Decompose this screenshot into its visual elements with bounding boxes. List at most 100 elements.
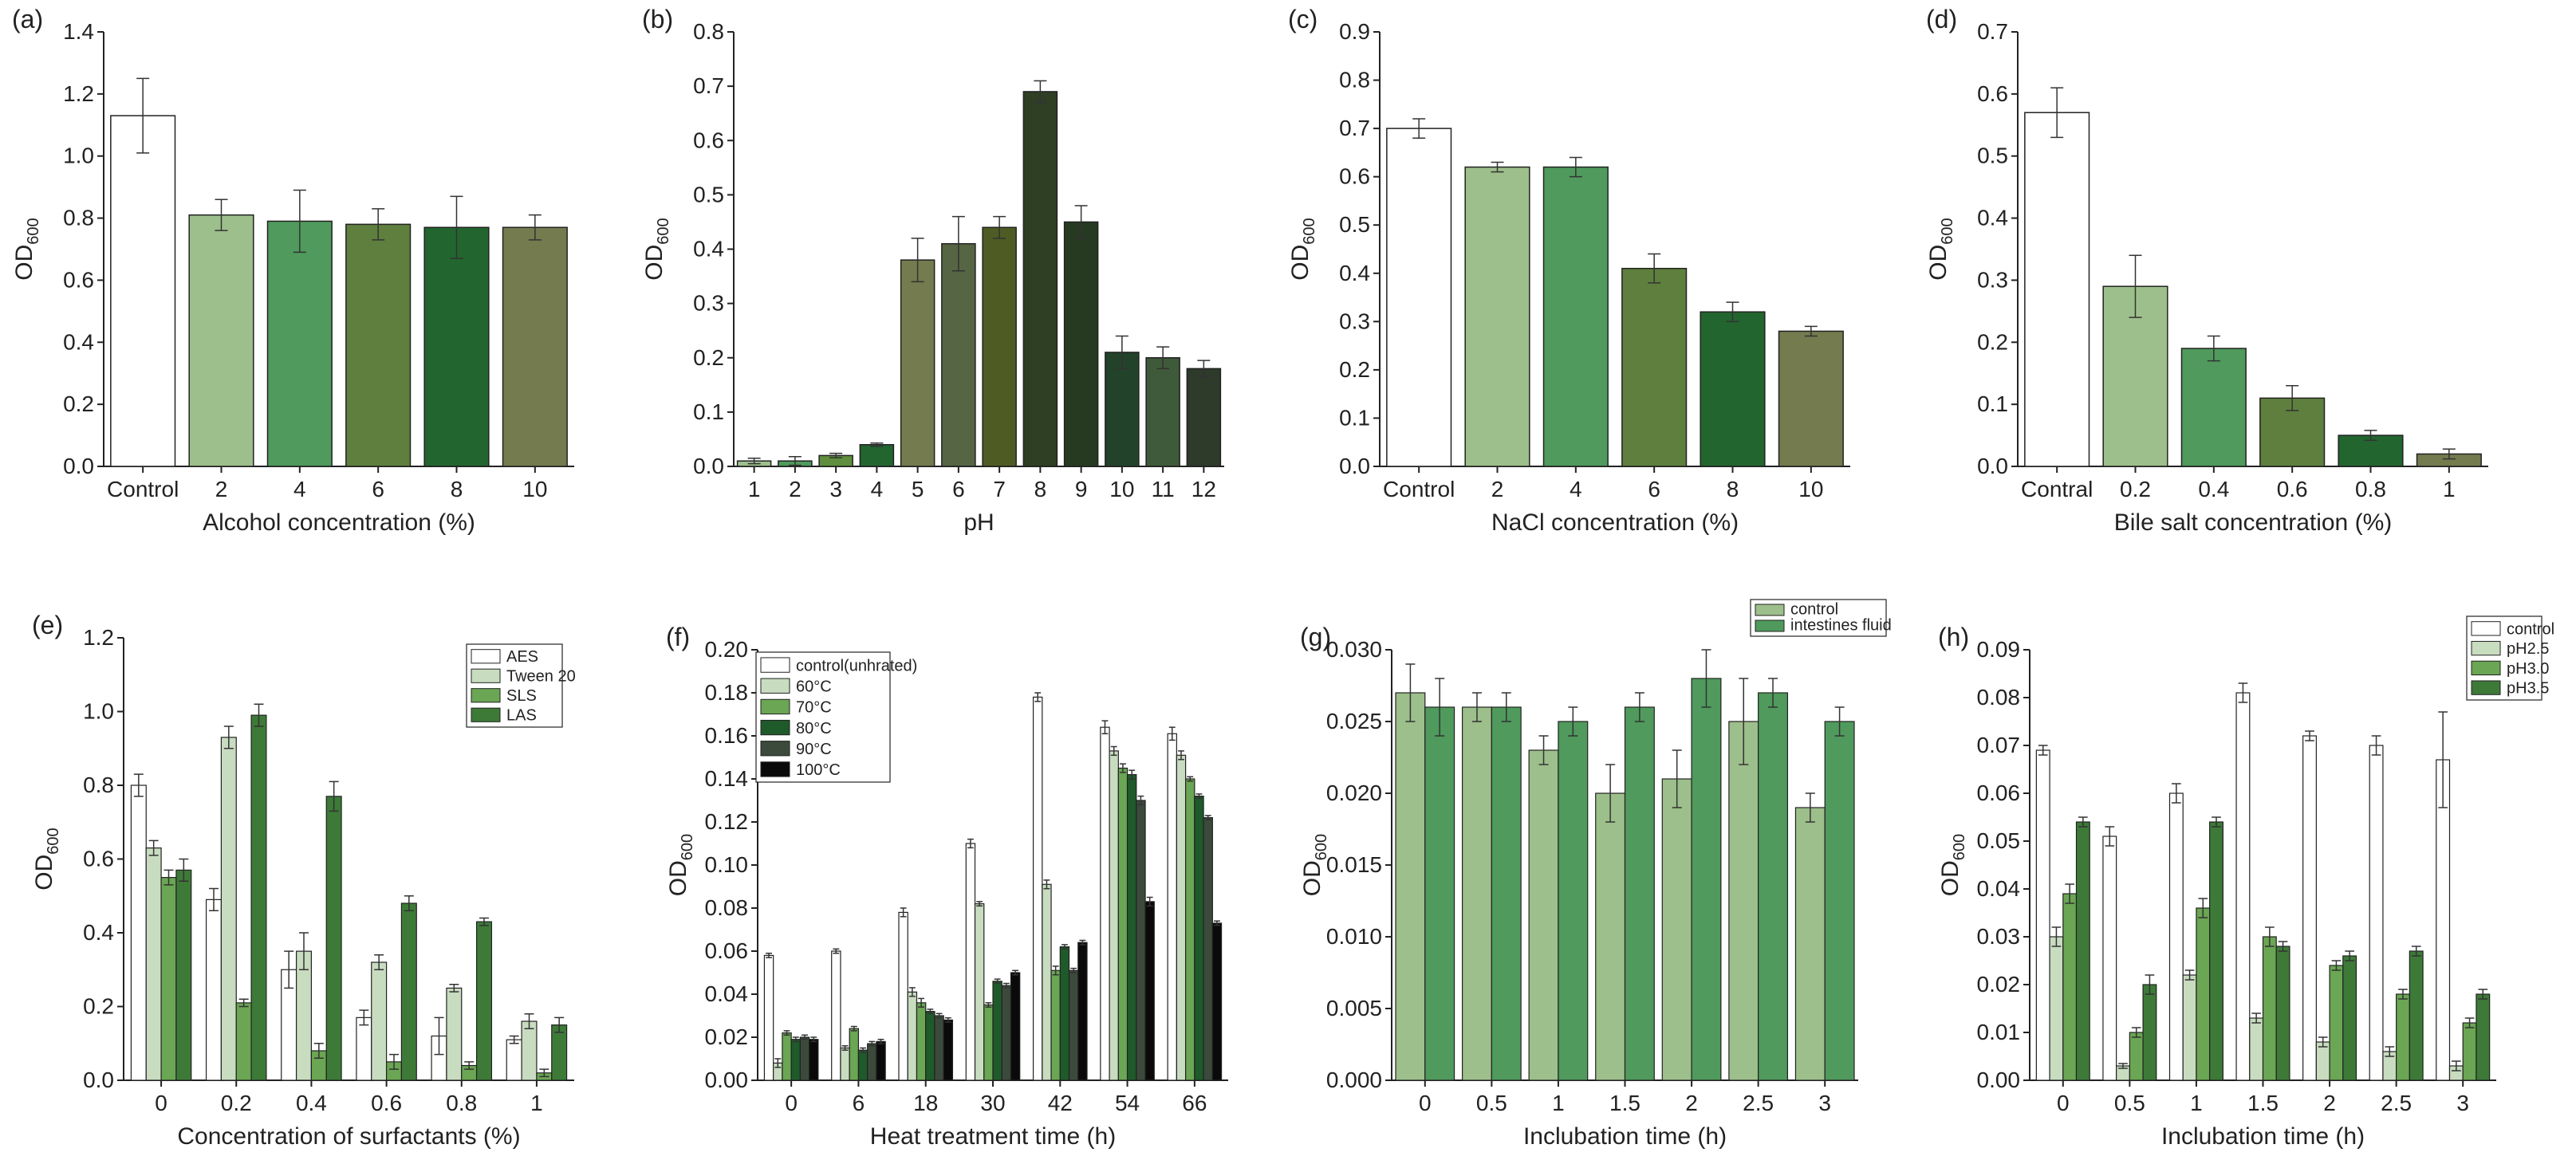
bar [1464,166,1530,467]
bar [982,226,1017,467]
y-tick-label: 0.00 [705,1068,749,1092]
x-tick-label: 0.8 [446,1091,477,1115]
y-tick-label: 0.9 [1339,19,1370,44]
x-tick-label: 0 [785,1091,798,1115]
bar [1528,749,1559,1081]
panel-label: (e) [32,611,63,639]
y-tick-label: 0.16 [705,723,749,748]
x-tick-label: 0.8 [2355,477,2386,501]
x-axis-label: Alcohol concentration (%) [203,509,475,536]
y-axis-label: OD600 [641,218,672,280]
bar [1558,721,1589,1081]
legend-entry: 80°C [796,720,832,737]
y-axis-label-main: OD [1925,245,1952,281]
x-tick-label: 18 [913,1091,938,1115]
x-tick-label: 8 [1727,477,1739,501]
panel-label: (f) [666,623,690,651]
bar [1595,792,1626,1081]
x-tick-label: 4 [1570,477,1582,501]
bar [1032,696,1043,1081]
x-tick-label: 1.5 [2247,1091,2279,1115]
bar [2024,112,2090,467]
bar [266,220,333,467]
y-axis-label-subscript: 600 [1939,218,1956,244]
x-tick-label: 4 [293,477,306,501]
y-tick-label: 0.12 [705,809,749,834]
x-axis-label: Inclubation time (h) [1523,1123,1727,1150]
y-tick-label: 0.2 [1339,357,1370,382]
y-tick-label: 0.6 [63,267,94,292]
y-tick-label: 0.4 [1977,206,2008,230]
panel-label: (a) [12,5,43,33]
x-tick-label: 30 [980,1091,1005,1115]
x-tick-label: 6 [952,477,965,501]
bar [2342,955,2357,1081]
y-axis-label: OD600 [1937,834,1968,896]
y-tick-label: 0.005 [1326,996,1382,1020]
legend-swatch [471,649,501,664]
legend-entry: pH3.0 [2507,660,2549,678]
x-tick-label: 66 [1182,1091,1207,1115]
bar [2302,735,2317,1081]
legend-swatch [2471,621,2501,636]
y-tick-label: 0.2 [1977,329,2008,354]
bar [1491,706,1522,1081]
bar [110,115,176,467]
x-axis-label: NaCl concentration (%) [1491,509,1739,536]
bar [175,869,192,1081]
y-tick-label: 0.7 [1977,19,2008,44]
x-tick-label: 1 [530,1091,543,1115]
legend-swatch [760,761,790,777]
x-tick-label: Contral [2021,477,2093,501]
bar [1691,678,1722,1081]
y-axis-label-subscript: 600 [1951,834,1968,860]
y-tick-label: 0.8 [1339,68,1370,92]
bar [250,714,267,1081]
bar [916,1002,927,1081]
bar [859,444,895,467]
bar [2235,692,2251,1081]
chart-panel-1: (a) 0.0 0.2 0.4 0.6 0.8 1.0 1.2 1.4 OD600 Alcohol … [11,5,574,536]
x-tick-label: 0 [155,1091,167,1115]
y-axis-label-main: OD [1937,860,1964,896]
bar [1424,706,1455,1081]
x-tick-label: 6 [372,477,384,501]
y-axis-label: OD600 [665,834,696,896]
chart-panel-6: (f) 0.00 0.02 0.04 0.06 0.08 0.10 0.12 0.14 0.16 0… [665,623,1228,1150]
bar [1211,922,1223,1081]
x-tick-label: 2 [1685,1091,1698,1115]
x-tick-label: 1.5 [1609,1091,1641,1115]
legend-box [755,651,891,783]
legend-entry: SLS [506,687,537,705]
y-axis-label-subscript: 600 [679,834,696,860]
y-axis-label-subscript: 600 [1301,218,1318,244]
y-tick-label: 0.010 [1326,924,1382,949]
bar [502,226,568,467]
y-tick-label: 0.10 [705,852,749,877]
legend-entry: 70°C [796,699,832,717]
bar [1758,692,1789,1081]
bar [1059,946,1070,1081]
bar [2396,993,2410,1081]
y-tick-label: 0.4 [1339,261,1370,285]
x-tick-label: 0.5 [1476,1091,1507,1115]
y-tick-label: 0.020 [1326,781,1382,805]
bar [235,1002,252,1081]
y-tick-label: 0.5 [1339,212,1370,237]
y-axis-label-subscript: 600 [655,218,672,244]
bar [1461,706,1492,1081]
bar [188,214,254,467]
y-tick-label: 0.02 [1977,972,2021,997]
bar [205,899,223,1081]
bar [2182,974,2197,1081]
bar [2142,984,2157,1081]
chart-panel-4: (d) 0.0 0.1 0.2 0.3 0.4 0.5 0.6 0.7 OD600 Bile sal… [1925,5,2488,536]
legend-swatch [1755,604,1785,616]
x-axis-label: pH [963,509,994,536]
panel-label: (d) [1926,5,1957,33]
bar [2049,936,2064,1081]
bar [220,737,237,1081]
y-tick-label: 0.1 [693,399,724,424]
